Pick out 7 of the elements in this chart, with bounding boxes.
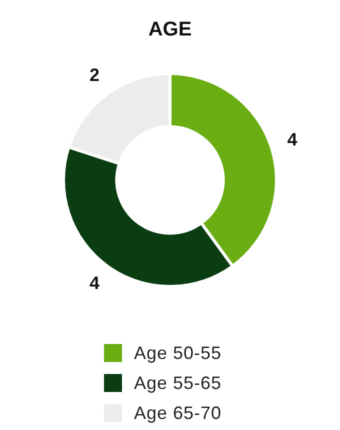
data-label: 2	[89, 65, 100, 86]
legend-label: Age 50-55	[134, 342, 222, 364]
data-label: 4	[287, 129, 298, 150]
data-label: 4	[89, 272, 100, 293]
legend-label: Age 65-70	[134, 402, 222, 424]
legend-label: Age 55-65	[134, 372, 222, 394]
chart-title: AGE	[148, 18, 192, 41]
